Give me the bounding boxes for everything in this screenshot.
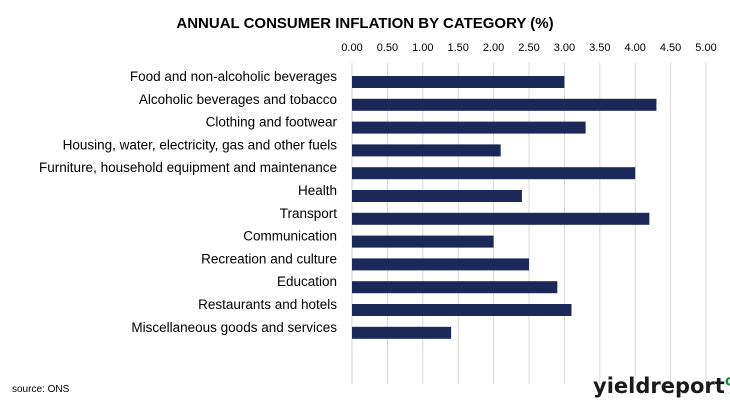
chart-title: ANNUAL CONSUMER INFLATION BY CATEGORY (%… [176,15,553,32]
x-tick-label: 5.00 [695,42,716,54]
x-tick-label: 0.50 [377,42,398,54]
brand-logo-part1: yield [593,374,650,398]
brand-logo-symbol: % [725,374,730,398]
bar [352,167,636,180]
category-label: Alcoholic beverages and tobacco [139,92,337,107]
bar [352,76,565,88]
bar [352,258,529,271]
yieldreport-logo: yieldreport% [593,374,730,398]
category-label: Housing, water, electricity, gas and oth… [63,137,338,152]
bar [352,235,494,248]
x-tick-label: 4.00 [624,42,645,54]
bars [352,76,657,339]
category-label: Restaurants and hotels [198,297,337,312]
category-label: Food and non-alcoholic beverages [130,69,337,84]
bar [352,190,522,202]
bar [352,121,586,134]
brand-logo-part2: report [650,374,724,398]
x-tick-label: 0.00 [341,42,362,54]
category-label: Transport [280,206,338,221]
bar [352,144,501,157]
x-axis-ticks: 0.00 0.50 1.00 1.50 2.00 2.50 3.00 3.50 4.00 4.50… [341,42,716,54]
x-tick-label: 3.00 [554,42,575,54]
source-note: source: ONS [12,384,70,395]
bar [352,304,572,316]
bar [352,98,657,111]
bar [352,326,452,339]
bar [352,281,558,294]
category-label: Communication [243,229,337,244]
x-tick-label: 2.50 [518,42,539,54]
bar [352,212,650,225]
x-tick-label: 3.50 [589,42,610,54]
x-tick-label: 1.50 [447,42,468,54]
category-label: Clothing and footwear [206,115,338,130]
svg-text:yieldreport%: yieldreport% [593,374,730,398]
category-label: Recreation and culture [201,251,337,266]
x-tick-label: 1.00 [412,42,433,54]
category-label: Miscellaneous goods and services [131,320,337,335]
category-label: Education [277,274,337,289]
category-label: Furniture, household equipment and maint… [39,160,337,175]
category-labels: Food and non-alcoholic beverages Alcoholi… [39,69,337,335]
category-label: Health [298,183,337,198]
x-tick-label: 4.50 [660,42,681,54]
x-tick-label: 2.00 [483,42,504,54]
